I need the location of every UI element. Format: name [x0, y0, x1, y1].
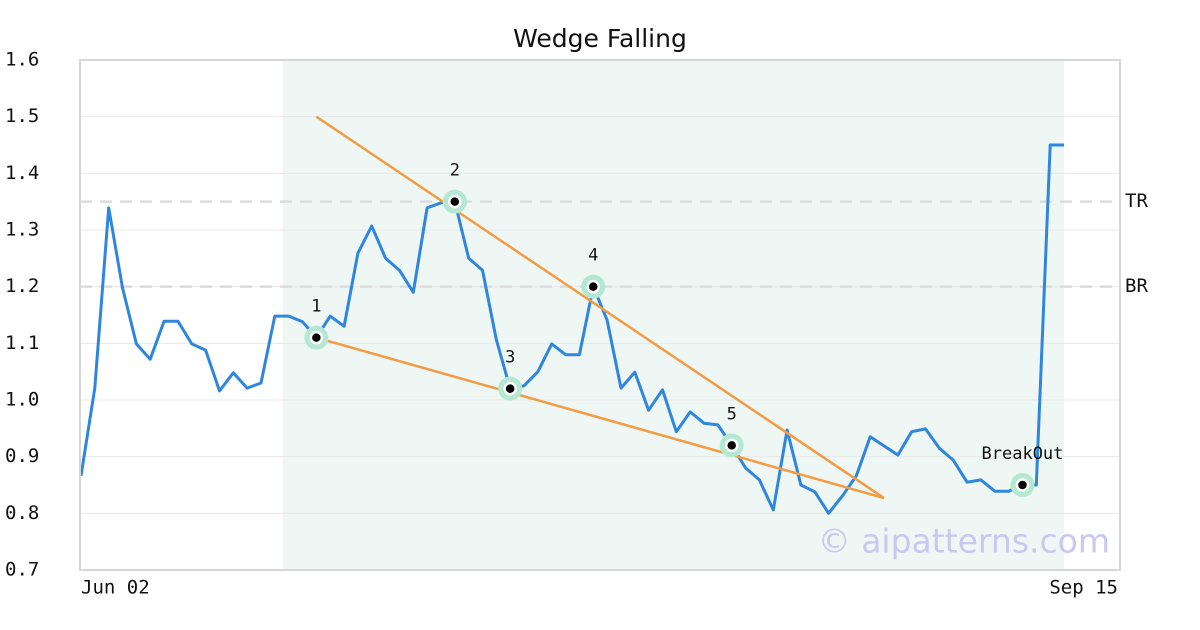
y-tick-label: 1.3	[5, 219, 39, 241]
pivot-label: 5	[727, 404, 737, 424]
pivot-point	[309, 330, 324, 345]
trend-line	[315, 115, 885, 500]
y-tick-label: 0.8	[5, 502, 39, 524]
pivot-point	[503, 381, 517, 396]
pivot-point	[586, 279, 601, 294]
plot-frame	[79, 59, 1121, 571]
y-tick-label: 0.7	[5, 559, 39, 581]
pivot-label: 2	[450, 161, 460, 181]
pattern-zone	[282, 60, 1064, 570]
trend-line	[316, 336, 885, 500]
price-line	[79, 143, 1064, 515]
level-label: TR	[1125, 190, 1148, 212]
level-label: BR	[1125, 275, 1148, 297]
x-tick-label: Jun 02	[81, 577, 150, 599]
y-tick-label: 1.6	[5, 49, 39, 71]
y-tick-label: 1.2	[5, 275, 39, 297]
y-tick-label: 1.0	[5, 389, 39, 411]
pivot-point	[1015, 478, 1030, 492]
y-tick-label: 1.5	[5, 105, 39, 127]
pivot-point	[448, 194, 462, 209]
watermark: © aipatterns.com	[818, 522, 1110, 561]
pivot-label: 1	[311, 297, 321, 317]
pivot-label: BreakOut	[982, 444, 1064, 464]
chart-title: Wedge Falling	[513, 24, 687, 53]
pivot-point	[724, 438, 739, 453]
y-tick-label: 1.1	[5, 332, 39, 354]
pivot-label: 4	[588, 246, 598, 266]
y-tick-label: 1.4	[5, 162, 39, 184]
x-tick-label: Sep 15	[1049, 577, 1118, 599]
y-tick-label: 0.9	[5, 445, 39, 467]
pivot-label: 3	[505, 348, 515, 368]
